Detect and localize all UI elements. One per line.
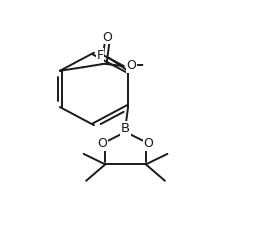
- Text: O: O: [98, 137, 108, 150]
- Text: B: B: [121, 122, 130, 135]
- Text: O: O: [126, 59, 136, 72]
- Text: O: O: [102, 31, 112, 44]
- Text: O: O: [144, 137, 153, 150]
- Text: F: F: [96, 49, 103, 62]
